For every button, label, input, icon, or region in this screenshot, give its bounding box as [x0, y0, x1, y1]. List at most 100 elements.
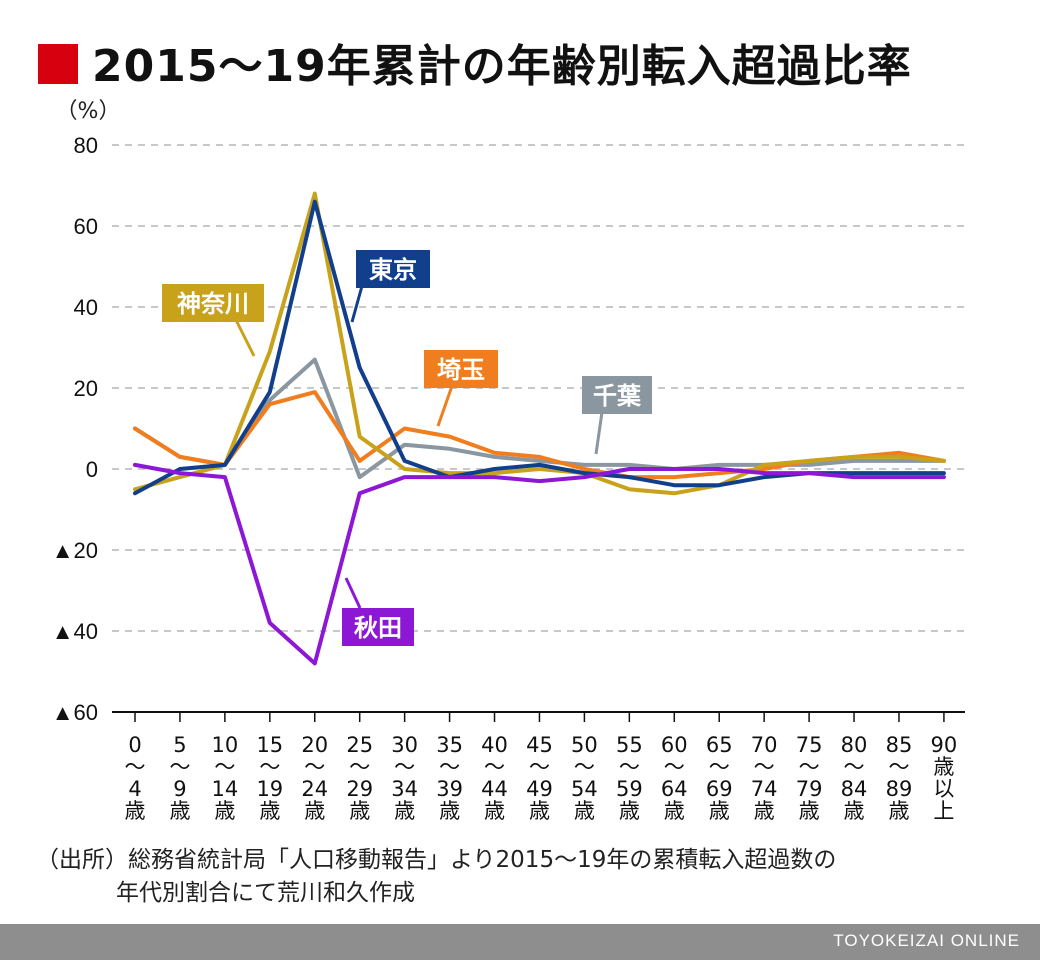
x-tick-label-part: 歳: [259, 799, 280, 823]
x-tick-label-part: 19: [256, 777, 283, 801]
series-line: [133, 199, 946, 496]
x-tick-label-part: 84: [841, 777, 868, 801]
series-callout: 秋田: [342, 577, 414, 646]
x-tick-label-part: 歳: [664, 799, 685, 823]
x-tick-label-part: 歳: [439, 799, 460, 823]
footer-brand: TOYOKEIZAI ONLINE: [833, 931, 1020, 950]
x-tick-label-part: 歳: [169, 799, 190, 823]
x-tick-label-part: 〜: [484, 755, 505, 779]
x-tick-label: 60〜64歳: [661, 733, 688, 823]
x-tick-label-part: 44: [481, 777, 508, 801]
x-tick-label-part: 歳: [484, 799, 505, 823]
x-tick-label-part: 〜: [529, 755, 550, 779]
x-tick-label-part: 80: [841, 733, 868, 757]
x-tick-label-part: 4: [128, 777, 141, 801]
x-tick-label-part: 0: [128, 733, 141, 757]
series-label: 埼玉: [437, 356, 485, 384]
y-tick-label: 80: [74, 133, 98, 158]
x-tick-label-part: 歳: [214, 799, 235, 823]
x-tick-label-part: 70: [751, 733, 778, 757]
x-tick-label-part: 25: [346, 733, 373, 757]
x-tick-label: 5〜9歳: [169, 733, 190, 823]
source-line-1: （出所）総務省統計局「人口移動報告」より2015〜19年の累積転入超過数の: [36, 847, 837, 873]
x-tick-label-part: 〜: [574, 755, 595, 779]
source-line-2: 年代別割合にて荒川和久作成: [116, 880, 415, 906]
x-tick-label-part: 69: [706, 777, 733, 801]
x-tick-label-part: 歳: [349, 799, 370, 823]
x-tick-label-part: 以: [933, 777, 954, 801]
callout-box: [162, 284, 264, 322]
x-tick-label-part: 歳: [529, 799, 550, 823]
x-tick-label-part: 89: [886, 777, 913, 801]
x-tick-label: 85〜89歳: [886, 733, 913, 823]
x-tick-label-part: 74: [751, 777, 778, 801]
x-tick-label-part: 〜: [349, 755, 370, 779]
x-tick-label-part: 〜: [214, 755, 235, 779]
x-tick-label-part: 〜: [754, 755, 775, 779]
x-tick-label: 30〜34歳: [391, 733, 418, 823]
x-tick-label-part: 歳: [125, 799, 146, 823]
callout-box: [424, 350, 498, 388]
x-tick-label-part: 50: [571, 733, 598, 757]
y-tick-label: ▲60: [52, 700, 98, 725]
y-tick-label: ▲20: [52, 538, 98, 563]
callout-pointer: [350, 285, 364, 323]
x-tick-label: 40〜44歳: [481, 733, 508, 823]
x-tick-label-part: 〜: [125, 755, 146, 779]
x-tick-label-part: 歳: [844, 799, 865, 823]
x-tick-label-part: 14: [212, 777, 239, 801]
x-tick-label: 55〜59歳: [616, 733, 643, 823]
y-tick-label: 60: [74, 214, 98, 239]
x-tick-label-part: 〜: [664, 755, 685, 779]
x-tick-label-part: 歳: [799, 799, 820, 823]
x-tick-label-part: 〜: [304, 755, 325, 779]
x-tick-label-part: 〜: [169, 755, 190, 779]
x-tick-label-part: 29: [346, 777, 373, 801]
x-tick-label-part: 歳: [888, 799, 909, 823]
footer-bar: TOYOKEIZAI ONLINE: [0, 924, 1040, 960]
x-tick-label-part: 〜: [888, 755, 909, 779]
x-tick-label: 50〜54歳: [571, 733, 598, 823]
x-tick-label-part: 30: [391, 733, 418, 757]
y-tick-label: 0: [86, 457, 98, 482]
x-tick-label-part: 60: [661, 733, 688, 757]
x-tick-label: 35〜39歳: [436, 733, 463, 823]
x-tick-label-part: 5: [173, 733, 186, 757]
x-tick-label: 25〜29歳: [346, 733, 373, 823]
x-tick-label-part: 〜: [709, 755, 730, 779]
x-tick-label-part: 15: [256, 733, 283, 757]
x-tick-label: 70〜74歳: [751, 733, 778, 823]
y-axis-unit-label: （%）: [56, 99, 121, 124]
x-tick-label: 45〜49歳: [526, 733, 553, 823]
x-tick-label: 20〜24歳: [301, 733, 328, 823]
x-tick-label-part: 40: [481, 733, 508, 757]
y-tick-label: 20: [74, 376, 98, 401]
x-tick-label-part: 39: [436, 777, 463, 801]
x-tick-label-part: 34: [391, 777, 418, 801]
title-marker: [38, 44, 78, 84]
series-callout: 千葉: [582, 376, 652, 455]
x-tick-label: 65〜69歳: [706, 733, 733, 823]
callout-pointer: [234, 319, 256, 357]
x-tick-label-part: 59: [616, 777, 643, 801]
series-callout: 東京: [350, 250, 430, 323]
x-tick-label-part: 65: [706, 733, 733, 757]
source-note: （出所）総務省統計局「人口移動報告」より2015〜19年の累積転入超過数の 年代…: [36, 844, 836, 910]
x-tick-label-part: 歳: [709, 799, 730, 823]
x-tick-label: 15〜19歳: [256, 733, 283, 823]
x-tick-label-part: 90: [931, 733, 958, 757]
x-tick-label-part: 上: [933, 799, 954, 823]
x-tick-label-part: 〜: [799, 755, 820, 779]
series-line: [133, 462, 946, 666]
x-tick-label-part: 〜: [259, 755, 280, 779]
x-tick-label-part: 35: [436, 733, 463, 757]
x-tick-label-part: 歳: [574, 799, 595, 823]
x-tick-label-part: 64: [661, 777, 688, 801]
x-tick-label: 0〜4歳: [125, 733, 146, 823]
x-tick-label-part: 〜: [619, 755, 640, 779]
x-tick-label-part: 10: [212, 733, 239, 757]
x-tick-label-part: 24: [301, 777, 328, 801]
x-tick-label-part: 〜: [394, 755, 415, 779]
